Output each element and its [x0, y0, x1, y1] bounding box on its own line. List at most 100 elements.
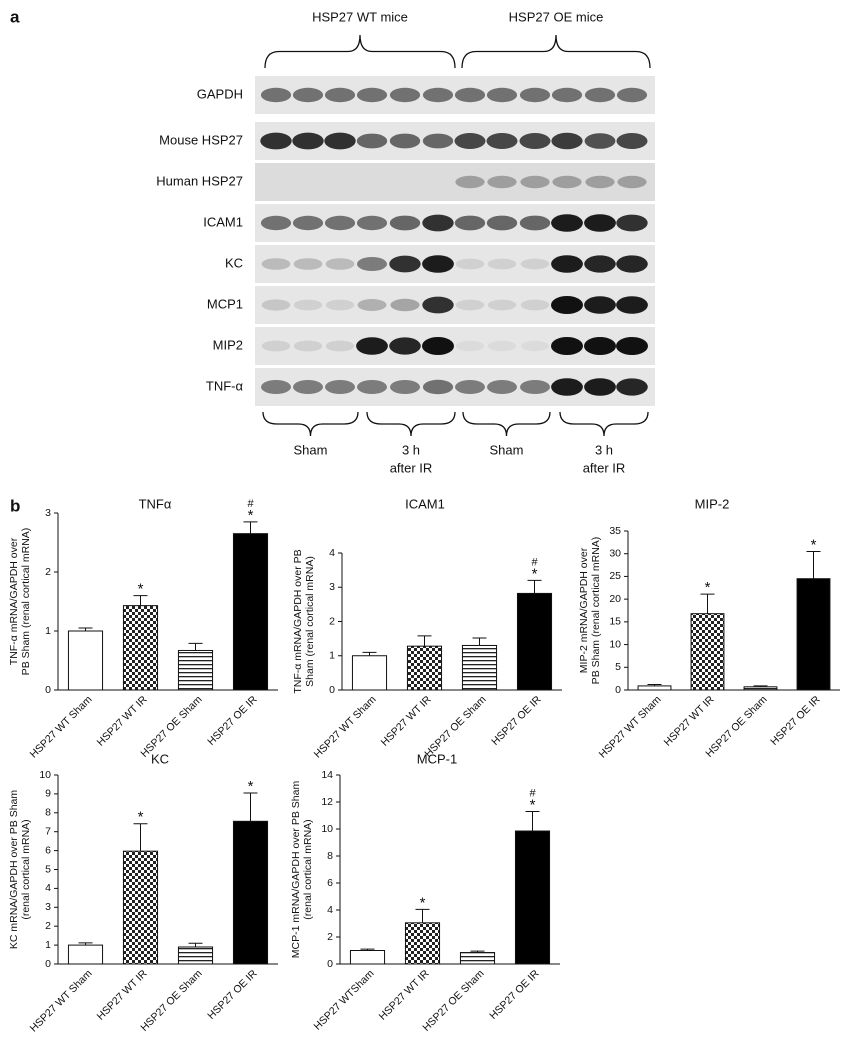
error-bar	[417, 635, 432, 647]
gel-band	[455, 299, 485, 311]
y-tick-label: 0	[327, 958, 333, 970]
gel-band	[292, 132, 324, 150]
bar	[516, 592, 553, 691]
y-axis-label: KC mRNA/GAPDH over PB Sham	[8, 790, 20, 950]
error-bar	[133, 823, 148, 852]
gel-row-label: GAPDH	[197, 86, 243, 101]
gel-band	[325, 380, 355, 394]
gel-band	[486, 133, 518, 149]
gel-band	[584, 133, 616, 149]
gel-band	[519, 133, 551, 149]
gel-band	[551, 337, 583, 355]
y-tick-label: 2	[45, 566, 51, 578]
bar	[514, 830, 551, 965]
y-tick-label: 4	[327, 904, 333, 916]
gel-band	[551, 378, 583, 396]
y-tick-label: 15	[609, 616, 621, 628]
group-label: HSP27 WT mice	[312, 9, 408, 24]
condition-label: Sham	[490, 442, 524, 457]
gel-band	[260, 215, 292, 231]
y-tick-label: 3	[329, 581, 335, 593]
gel-band	[454, 133, 486, 149]
chart-title: MIP-2	[695, 496, 730, 511]
gel-band	[551, 296, 583, 314]
y-tick-label: 2	[45, 920, 51, 932]
y-axis-label: PB Sham (renal cortical mRNA)	[590, 537, 602, 685]
y-tick-label: 1	[45, 625, 51, 637]
x-tick-label: HSP27 OE Sham	[422, 693, 488, 759]
gel-band	[486, 215, 518, 231]
y-tick-label: 25	[609, 570, 621, 582]
x-tick-label: HSP27 OE IR	[768, 693, 823, 748]
gel-band	[292, 215, 324, 231]
error-bar	[470, 950, 485, 953]
error-bar	[243, 521, 258, 534]
gel-band	[551, 87, 583, 103]
y-tick-label: 35	[609, 525, 621, 537]
gel-band	[552, 175, 582, 189]
gel-band	[260, 132, 292, 150]
gel-band	[617, 175, 647, 189]
chart-title: MCP-1	[417, 751, 457, 766]
y-tick-label: 20	[609, 593, 621, 605]
x-tick-label: HSP27 OE Sham	[138, 693, 204, 759]
gel-band	[616, 87, 648, 103]
gel-band	[422, 379, 454, 395]
bar	[406, 645, 443, 691]
error-bar	[78, 627, 93, 631]
gel-band	[616, 337, 648, 355]
y-tick-label: 7	[45, 825, 51, 837]
y-axis-label: PB Sham (renal cortical mRNA)	[20, 528, 32, 676]
bar	[232, 820, 269, 965]
y-tick-label: 3	[45, 901, 51, 913]
gel-band	[325, 340, 355, 352]
gel-band	[519, 87, 551, 103]
gel-band	[261, 340, 291, 352]
gel-band	[551, 132, 583, 150]
gel-band	[520, 340, 550, 352]
gel-band	[324, 132, 356, 150]
chart-title: ICAM1	[405, 496, 445, 511]
gel-band	[324, 215, 356, 231]
gel-band	[520, 175, 550, 189]
x-tick-label: HSP27 OE IR	[205, 967, 260, 1022]
y-tick-label: 2	[327, 931, 333, 943]
error-bar	[78, 942, 93, 946]
gel-band	[487, 340, 517, 352]
significance-marker: *	[248, 778, 254, 795]
gel-band	[616, 378, 648, 396]
gel-band	[292, 87, 324, 103]
y-tick-label: 12	[321, 796, 333, 808]
group-brace	[461, 34, 651, 69]
bar	[349, 950, 386, 965]
gel-band	[261, 258, 291, 270]
gel-band	[487, 175, 517, 189]
gel-row-label: Mouse HSP27	[159, 132, 243, 147]
y-axis-label: TNF-α mRNA/GAPDH over PB	[292, 549, 304, 693]
significance-marker: *	[705, 579, 711, 596]
gel-band	[487, 299, 517, 311]
bar	[404, 922, 441, 965]
y-tick-label: 6	[327, 877, 333, 889]
significance-marker: *	[248, 507, 254, 524]
gel-band	[520, 258, 550, 270]
group-label: HSP27 OE mice	[509, 9, 604, 24]
gel-band	[422, 214, 454, 232]
y-tick-label: 3	[45, 507, 51, 519]
x-tick-label: HSP27 OE Sham	[138, 967, 204, 1033]
gel-band	[293, 380, 323, 394]
y-tick-label: 14	[321, 769, 333, 781]
gel-band	[455, 340, 485, 352]
gel-band	[455, 380, 485, 394]
gel-band	[551, 214, 583, 232]
x-tick-label: HSP27 WT IR	[377, 967, 432, 1022]
significance-marker: *	[420, 894, 426, 911]
x-tick-label: HSP27 WT Sham	[28, 693, 95, 760]
condition-brace	[462, 411, 551, 437]
gel-band	[357, 257, 387, 271]
bar	[122, 850, 159, 965]
gel-band	[389, 133, 421, 149]
bar	[177, 946, 214, 965]
y-tick-label: 0	[45, 958, 51, 970]
bar	[232, 533, 269, 691]
